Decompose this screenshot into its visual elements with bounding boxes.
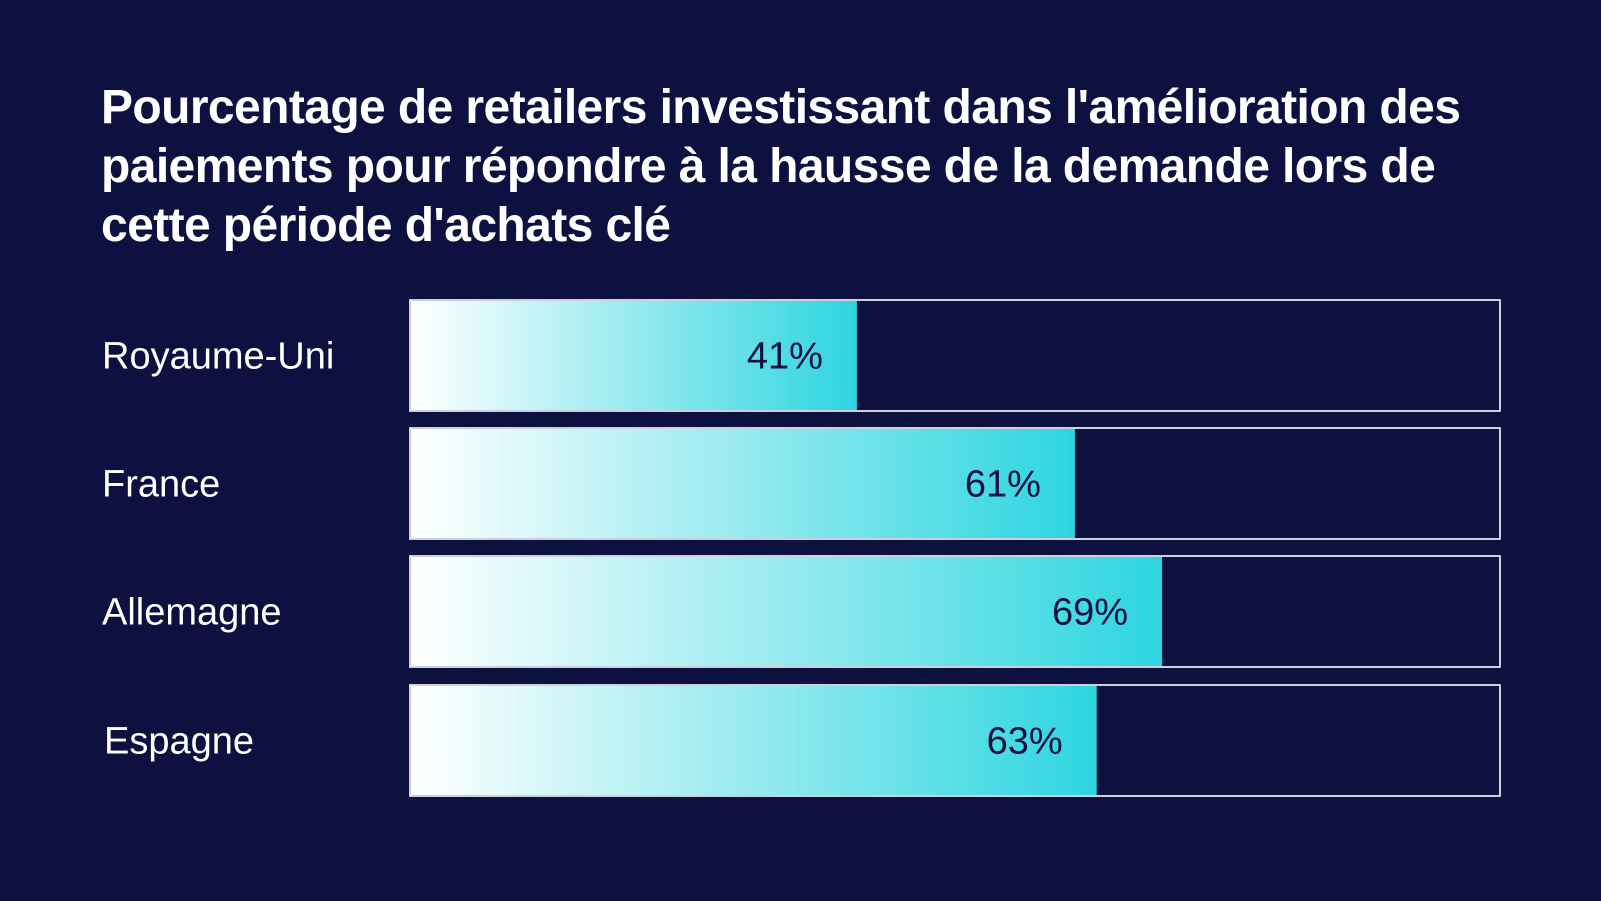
- value-label: 69%: [1052, 592, 1128, 634]
- value-label: 63%: [987, 721, 1063, 763]
- category-label: France: [102, 464, 220, 506]
- category-label: Allemagne: [102, 592, 282, 634]
- chart-title: Pourcentage de retailers investissant da…: [101, 81, 1461, 252]
- category-label: Espagne: [104, 721, 254, 763]
- bar: [411, 301, 857, 410]
- bar: [411, 686, 1097, 795]
- category-label: Royaume-Uni: [102, 336, 334, 378]
- value-label: 41%: [747, 336, 823, 378]
- value-label: 61%: [965, 464, 1041, 506]
- bar: [411, 557, 1163, 666]
- bar: [411, 429, 1075, 538]
